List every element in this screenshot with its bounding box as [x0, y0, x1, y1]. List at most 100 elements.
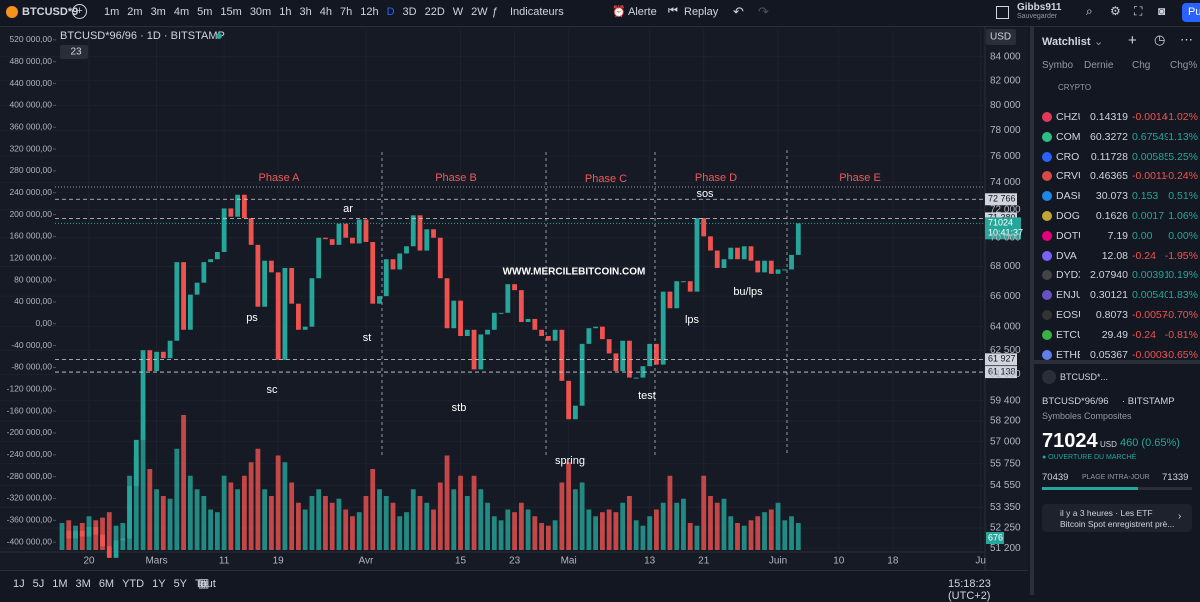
news-arrow: ›	[1178, 511, 1182, 522]
interval[interactable]: 1m	[104, 6, 120, 18]
range-button[interactable]: 1M	[52, 578, 68, 590]
calendar-icon[interactable]: ▦	[198, 576, 210, 590]
watchlist-row[interactable]: CRVU 0.46365 -0.0011-0.24%	[1034, 167, 1200, 186]
y-tick-label: 74 000	[990, 177, 1021, 188]
interval[interactable]: 3h	[299, 6, 312, 18]
coin-icon	[1042, 290, 1052, 301]
watermark: WWW.MERCILEBITCOIN.COM	[503, 267, 646, 278]
change-pct: -0.65%	[1164, 348, 1198, 361]
range-button[interactable]: 5J	[32, 578, 45, 590]
publish[interactable]: Pu	[1182, 3, 1200, 22]
interval[interactable]: 3D	[402, 6, 417, 18]
candle-body	[383, 259, 389, 297]
add[interactable]: +	[1128, 32, 1137, 49]
layout-icon[interactable]	[996, 6, 1009, 19]
range-button[interactable]: 6M	[98, 578, 115, 590]
range-button[interactable]: 3M	[75, 578, 91, 590]
range-button[interactable]: 5Y	[173, 578, 188, 590]
watchlist-row[interactable]: ETHE 0.05367 -0.0003-0.65%	[1034, 346, 1200, 365]
volume-bar	[302, 509, 308, 550]
history[interactable]: ◷	[1154, 32, 1166, 47]
watchlist-row[interactable]: EOSU 0.8073 -0.0057-0.70%	[1034, 306, 1200, 325]
chart-bg	[0, 27, 1028, 570]
candle-body	[735, 247, 740, 260]
undo[interactable]: ↶	[733, 4, 744, 19]
candle-body	[748, 246, 754, 261]
change-pct: 5.25%	[1168, 150, 1198, 163]
volume-bar	[505, 509, 511, 550]
interval[interactable]: 3m	[150, 6, 166, 18]
symbol[interactable]: BTCUSD*9	[22, 6, 79, 18]
range-button[interactable]: Tout	[195, 578, 216, 590]
candle-body	[485, 329, 490, 335]
interval[interactable]: 22D	[424, 6, 445, 18]
watchlist-title[interactable]: Watchlist	[1042, 36, 1091, 48]
volume-bar	[735, 523, 740, 550]
redo[interactable]: ↷	[758, 4, 769, 19]
interval[interactable]: D	[386, 6, 395, 18]
news-card[interactable]	[1042, 504, 1192, 532]
y-tick-label: 68 000	[990, 261, 1021, 272]
volume-bar	[451, 489, 457, 550]
volume-bar	[627, 496, 632, 550]
interval[interactable]: 1h	[279, 6, 292, 18]
x-tick-label: Ju	[975, 556, 986, 567]
interval[interactable]: 30m	[249, 6, 272, 18]
watchlist-row[interactable]: ETCU 29.49 -0.24 -0.81%	[1034, 326, 1200, 345]
interval[interactable]: 15m	[220, 6, 242, 18]
volume-bar	[160, 496, 166, 550]
symbol: DOGI	[1056, 210, 1080, 222]
range-button[interactable]: 1Y	[152, 578, 166, 590]
symbol-icon	[6, 6, 18, 18]
interval[interactable]: 7h	[339, 6, 353, 18]
add-symbol[interactable]: +	[72, 4, 87, 19]
candle-body	[181, 262, 186, 330]
volume-bar	[336, 498, 342, 550]
change: 0.00	[1132, 229, 1153, 242]
candle-body	[377, 296, 382, 304]
y2-tick-label: -280 000,00	[7, 471, 53, 481]
range-button[interactable]: YTD	[122, 578, 145, 590]
more[interactable]: ⋯	[1180, 32, 1193, 47]
currency-box[interactable]	[986, 29, 1016, 45]
phase-dividers	[55, 150, 985, 455]
interval[interactable]: W	[452, 6, 464, 18]
dropdown[interactable]: ⌄	[1094, 36, 1104, 48]
candle-body	[66, 530, 72, 539]
camera-icon[interactable]: ◙	[1158, 4, 1166, 18]
range-button[interactable]: 1J	[13, 578, 25, 590]
interval[interactable]: 5m	[197, 6, 213, 18]
interval[interactable]: 4h	[319, 6, 332, 18]
indicators[interactable]: Indicateurs	[510, 6, 564, 18]
candle-body	[255, 244, 261, 307]
watchlist-row[interactable]: DVA 12.08 -0.24 -1.95%	[1034, 247, 1200, 266]
countdown: 10:41:37	[988, 228, 1023, 238]
alert[interactable]: Alerte	[628, 6, 657, 18]
y-tick-label: 51 200	[990, 543, 1021, 554]
watchlist-row[interactable]: DASH 30.073 0.153 0.51%	[1034, 187, 1200, 206]
volume-bar	[775, 502, 781, 550]
interval[interactable]: 4m	[173, 6, 190, 18]
settings-icon[interactable]: ⚙	[1110, 4, 1121, 18]
watchlist-row[interactable]: CHZU 0.14319 -0.0014-1.02%	[1034, 108, 1200, 127]
watchlist-row[interactable]: DOTU 7.19 0.00 0.00%	[1034, 227, 1200, 246]
interval[interactable]: 2W	[471, 6, 488, 18]
symbol-tab[interactable]: BTCUSD*...	[1060, 372, 1109, 382]
watchlist-row[interactable]: ENJU 0.30121 0.00540 1.83%	[1034, 286, 1200, 305]
candle-body	[194, 282, 200, 295]
candle-body	[370, 242, 376, 304]
volume-bar	[113, 525, 119, 550]
x-tick-label: 10	[833, 556, 845, 567]
replay[interactable]: Replay	[684, 6, 719, 18]
search-icon[interactable]: ⌕	[1086, 4, 1093, 18]
fullscreen-icon[interactable]: ⛶	[1134, 4, 1143, 18]
interval[interactable]: 12h	[360, 6, 379, 18]
user[interactable]: Gibbs911	[1017, 2, 1062, 13]
save[interactable]: Sauvegarder	[1017, 13, 1058, 20]
x-tick-label: 19	[273, 556, 285, 567]
interval[interactable]: 2m	[127, 6, 143, 18]
